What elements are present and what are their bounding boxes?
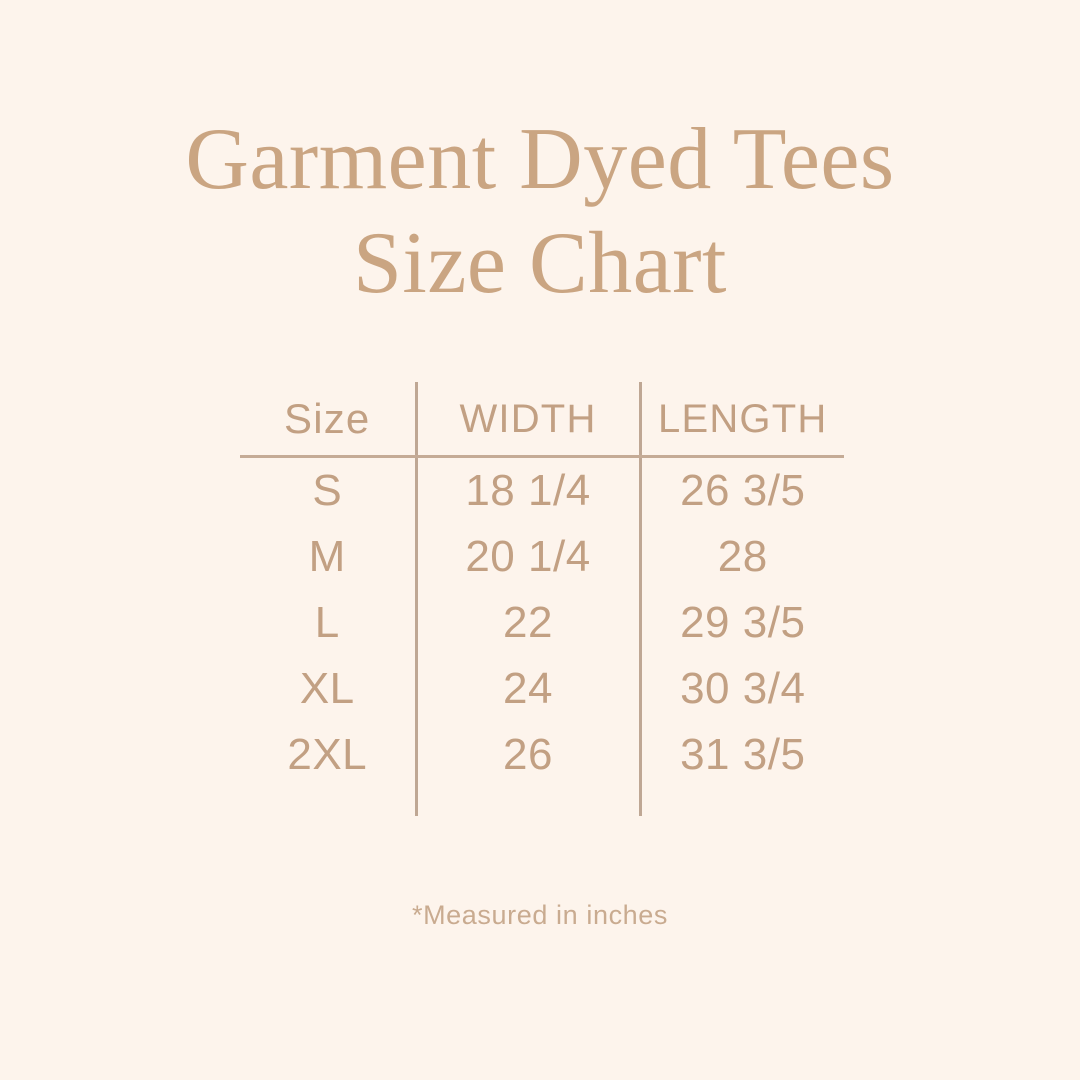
spacer-cell-length	[638, 788, 844, 816]
cell-length: 26 3/5	[638, 456, 844, 524]
table-header-row: Size WIDTH LENGTH	[240, 382, 844, 458]
spacer-cell-size	[240, 788, 416, 816]
cell-length: 28	[638, 524, 844, 590]
cell-size: L	[314, 598, 340, 647]
column-header-size: Size	[240, 382, 416, 458]
cell-width: 26	[414, 722, 640, 788]
page-title: Garment Dyed Tees Size Chart	[0, 108, 1080, 316]
size-chart-table-wrapper: Size WIDTH LENGTH S 18 1/4 26 3/5 M 20 1…	[240, 382, 844, 816]
cell-size: 2XL	[287, 730, 368, 779]
cell-length: 31 3/5	[638, 722, 844, 788]
table-body: S 18 1/4 26 3/5 M 20 1/4 28 L 22 29 3/5 …	[240, 456, 844, 816]
table-bottom-spacer	[240, 788, 844, 816]
cell-length: 30 3/4	[638, 656, 844, 722]
column-header-length: LENGTH	[638, 382, 844, 458]
title-line-1: Garment Dyed Tees	[185, 111, 895, 208]
cell-size: XL	[299, 664, 355, 713]
table-row: M 20 1/4 28	[240, 524, 844, 590]
table-row: 2XL 26 31 3/5	[240, 722, 844, 788]
measurement-note: *Measured in inches	[411, 900, 669, 930]
cell-length: 29 3/5	[638, 590, 844, 656]
title-line-2: Size Chart	[352, 215, 727, 312]
size-chart-table: Size WIDTH LENGTH S 18 1/4 26 3/5 M 20 1…	[240, 382, 844, 816]
cell-width: 18 1/4	[414, 456, 640, 524]
table-row: L 22 29 3/5	[240, 590, 844, 656]
cell-width: 20 1/4	[414, 524, 640, 590]
cell-width: 22	[414, 590, 640, 656]
cell-size: M	[308, 532, 346, 581]
column-header-width: WIDTH	[414, 382, 640, 458]
table-row: S 18 1/4 26 3/5	[240, 456, 844, 524]
table-row: XL 24 30 3/4	[240, 656, 844, 722]
cell-width: 24	[414, 656, 640, 722]
cell-size: S	[312, 466, 343, 515]
table-header: Size WIDTH LENGTH	[240, 382, 844, 458]
spacer-cell-width	[414, 788, 640, 816]
